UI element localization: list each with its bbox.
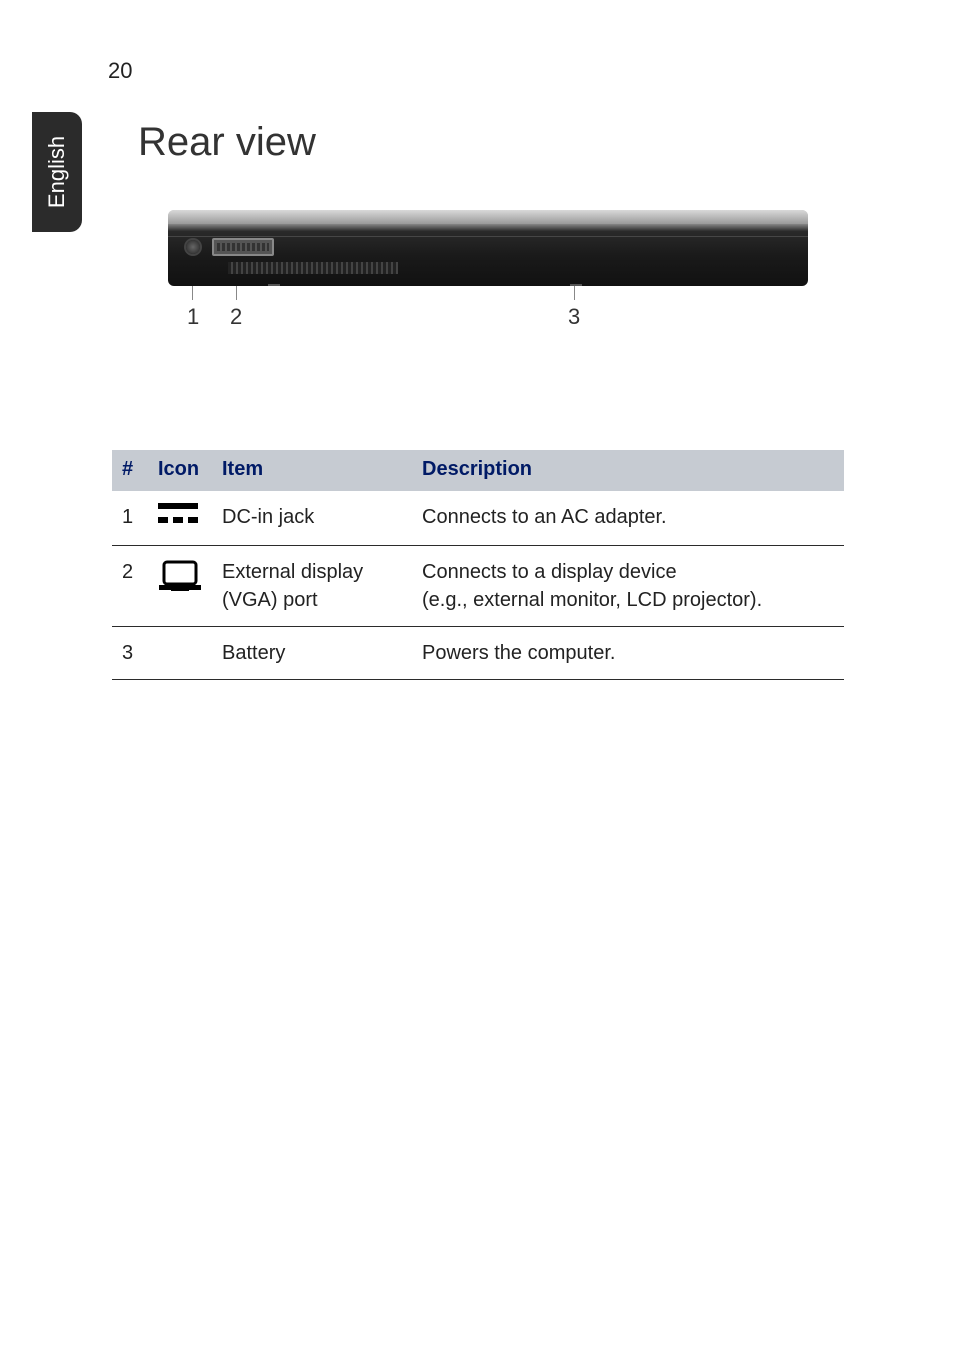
cell-desc: Powers the computer. bbox=[412, 627, 844, 680]
dc-in-icon bbox=[158, 503, 198, 525]
callout-tick bbox=[192, 286, 193, 300]
dc-jack-graphic bbox=[186, 240, 200, 254]
cell-item: External display (VGA) port bbox=[212, 546, 412, 627]
cell-desc: Connects to a display device (e.g., exte… bbox=[412, 546, 844, 627]
vga-icon bbox=[158, 558, 202, 592]
rear-view-figure: 1 2 3 bbox=[168, 210, 808, 336]
cell-item: DC-in jack bbox=[212, 491, 412, 546]
language-tab: English bbox=[32, 112, 82, 232]
table-row: 3 Battery Powers the computer. bbox=[112, 627, 844, 680]
cell-num: 2 bbox=[112, 546, 148, 627]
table-header-num: # bbox=[112, 450, 148, 491]
cell-item: Battery bbox=[212, 627, 412, 680]
vent-graphic bbox=[228, 262, 398, 274]
cell-num: 1 bbox=[112, 491, 148, 546]
callout-number: 1 bbox=[187, 304, 199, 330]
table-header-icon: Icon bbox=[148, 450, 212, 491]
cell-item-line2: (VGA) port bbox=[222, 589, 318, 611]
cell-desc-line1: Connects to a display device bbox=[422, 561, 677, 583]
table-header-row: # Icon Item Description bbox=[112, 450, 844, 491]
vga-port-graphic bbox=[212, 238, 274, 256]
table-header-item: Item bbox=[212, 450, 412, 491]
table-row: 2 External display (VGA) port Co bbox=[112, 546, 844, 627]
table-header-desc: Description bbox=[412, 450, 844, 491]
callout-tick bbox=[236, 286, 237, 300]
cell-desc: Connects to an AC adapter. bbox=[412, 491, 844, 546]
page-title: Rear view bbox=[138, 120, 316, 165]
cell-num: 3 bbox=[112, 627, 148, 680]
laptop-rear-illustration bbox=[168, 210, 808, 286]
table-row: 1 DC-in jack Connects to an AC adapter. bbox=[112, 491, 844, 546]
figure-callouts: 1 2 3 bbox=[168, 286, 808, 336]
cell-icon bbox=[148, 627, 212, 680]
cell-item-line1: External display bbox=[222, 561, 363, 583]
page-number: 20 bbox=[108, 58, 132, 84]
cell-desc-line2: (e.g., external monitor, LCD projector). bbox=[422, 589, 762, 611]
cell-icon bbox=[148, 491, 212, 546]
callout-number: 3 bbox=[568, 304, 580, 330]
cell-icon bbox=[148, 546, 212, 627]
language-tab-label: English bbox=[44, 136, 70, 208]
callout-number: 2 bbox=[230, 304, 242, 330]
callout-tick bbox=[574, 286, 575, 300]
ports-table: # Icon Item Description 1 DC-in jack Con… bbox=[112, 450, 844, 680]
